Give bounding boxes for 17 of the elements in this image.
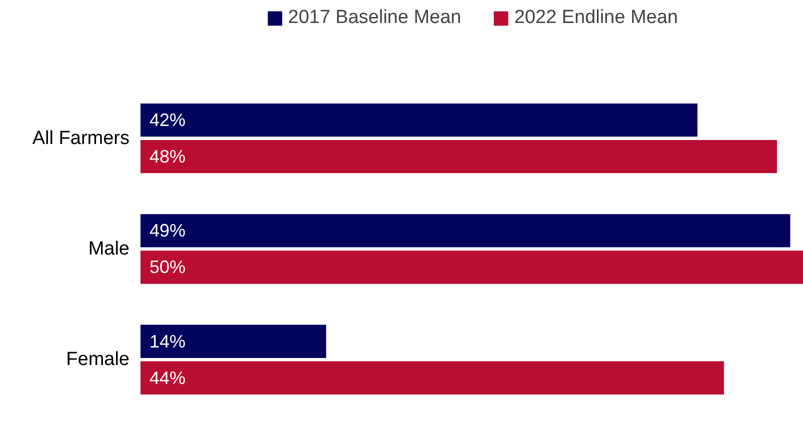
- bar: [140, 103, 698, 137]
- data-label: 14%: [150, 331, 186, 352]
- legend-label: 2017 Baseline Mean: [288, 7, 462, 29]
- data-label: 44%: [150, 368, 186, 388]
- bar: [140, 140, 777, 174]
- y-tick-label: All Farmers: [32, 128, 130, 149]
- y-tick-label: Male: [88, 238, 130, 260]
- data-label: 48%: [150, 146, 186, 167]
- y-tick-label: Female: [66, 349, 130, 370]
- data-label: 49%: [150, 220, 186, 241]
- bar: [140, 250, 803, 284]
- data-label: 42%: [150, 110, 186, 130]
- bar: [140, 324, 326, 358]
- legend-label: 2022 Endline Mean: [514, 7, 678, 29]
- data-label: 50%: [150, 257, 186, 278]
- bar: [140, 361, 724, 394]
- bar: [140, 214, 790, 248]
